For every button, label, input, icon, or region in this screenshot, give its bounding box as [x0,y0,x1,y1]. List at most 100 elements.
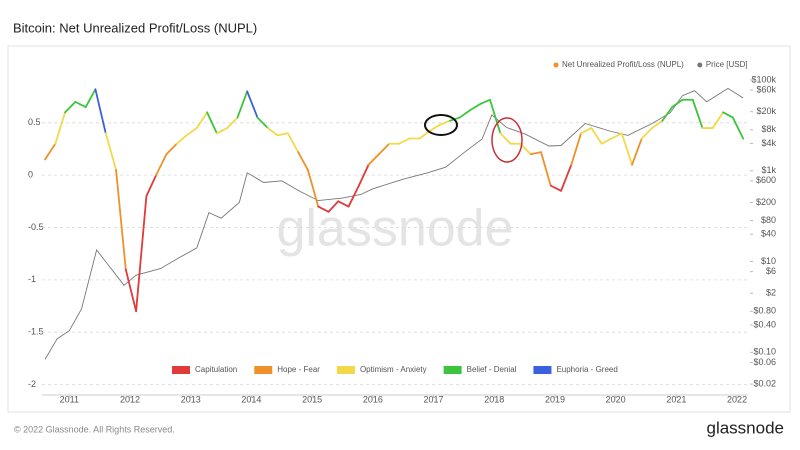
chart-title: Bitcoin: Net Unrealized Profit/Loss (NUP… [13,20,257,35]
legend-label: Price [USD] [706,60,748,69]
x-tick-label: 2011 [60,394,79,404]
y2-tick-label: $200 [756,197,776,207]
nupl-segment [540,151,552,187]
footer: © 2022 Glassnode. All Rights Reserved. [14,424,175,434]
y-tick-label: -1.5 [28,327,44,337]
watermark: glassnode [276,200,513,258]
x-tick-label: 2022 [727,394,747,404]
nupl-segment [469,103,482,112]
nupl-segment [347,184,360,208]
nupl-segment [378,142,391,156]
x-tick-label: 2014 [241,394,261,404]
nupl-segment [671,98,684,109]
chart-frame [7,45,791,413]
nupl-segment [560,163,573,192]
nupl-segment [418,130,431,140]
nupl-segment [580,127,593,135]
nupl-segment [337,200,350,208]
nupl-segment [74,100,87,109]
nupl-segment [297,151,309,171]
y2-tick-label: $1k [761,165,776,175]
nupl-segment [306,169,320,208]
nupl-segment [610,132,623,140]
y-tick-label: 0 [28,170,33,180]
y2-tick-label: $6 [766,266,776,276]
legend-label: Net Unrealized Profit/Loss (NUPL) [562,60,684,69]
price-line [44,87,744,360]
legend-swatch [254,366,273,374]
x-tick-label: 2019 [545,394,565,404]
y2-tick-label: $600 [756,175,776,185]
x-tick-label: 2018 [484,394,504,404]
nupl-segment [357,163,370,187]
y-tick-label: -0.5 [28,222,44,232]
nupl-segment [479,98,491,105]
logo: glassnode [706,418,784,437]
nupl-segment [206,111,218,135]
nupl-segment [489,98,502,135]
nupl-segment [226,116,239,129]
nupl-segment [661,106,674,122]
nupl-segment [711,111,725,129]
nupl-segment [195,111,209,129]
y2-tick-label: $4k [761,138,776,148]
x-tick-label: 2017 [424,394,444,404]
nupl-segment [620,132,633,166]
y2-tick-label: $40 [761,229,776,239]
y2-tick-label: $0.40 [753,319,776,329]
nupl-segment [549,184,562,192]
y-tick-label: -2 [28,379,36,389]
nupl-segment [54,111,66,145]
nupl-segment [165,142,178,156]
legend-label: Hope - Fear [277,365,320,374]
nupl-segment [44,142,57,161]
legend-swatch [336,366,355,374]
nupl-segment [145,174,158,197]
legend-swatch [443,366,462,374]
y2-tick-label: $0.02 [753,378,776,388]
y2-tick-label: $0.10 [753,347,776,357]
nupl-segment [631,137,643,166]
y-tick-label: -1 [28,274,36,284]
y2-tick-label: $100k [751,74,776,84]
nupl-segment [104,132,117,171]
legend-label: Optimism - Anxiety [360,365,427,374]
nupl-segment [722,111,734,119]
x-tick-label: 2015 [302,394,322,404]
nupl-segment [155,153,168,177]
x-tick-label: 2012 [120,394,140,404]
plot [44,87,745,360]
nupl-segment [135,195,148,313]
nupl-segment [256,116,269,129]
legend-label: Euphoria - Greed [556,365,617,374]
nupl-segment [236,90,249,119]
nupl-segment [115,169,127,271]
nupl-segment [286,132,300,154]
y2-tick-label: $80 [761,215,776,225]
nupl-segment [276,132,289,137]
legend-swatch [697,62,703,68]
nupl-segment [185,127,198,137]
y2-tick-label: $2 [766,288,776,298]
y2-tick-label: $0.80 [753,306,776,316]
annotation-ellipse [491,117,523,163]
nupl-segment [398,137,411,145]
nupl-segment [651,119,664,129]
nupl-segment [317,205,330,213]
y-tick-label: 0.5 [28,117,41,127]
legend-label: Capitulation [195,365,237,374]
x-tick-label: 2013 [181,394,201,404]
nupl-segment [570,132,582,166]
nupl-segment [175,134,188,145]
legend-swatch [172,366,190,374]
annotation-ellipse [424,114,458,136]
x-tick-label: 2021 [666,394,686,404]
y2-tick-label: $60k [756,84,776,94]
nupl-segment [327,200,340,213]
nupl-segment [640,127,653,140]
nupl-segment [124,268,137,313]
nupl-segment [691,98,704,129]
nupl-segment [94,88,107,135]
grid: 0.50-0.5-1-1.5-2$100k$60k$20k$8k$4k$1k$6… [28,74,776,404]
